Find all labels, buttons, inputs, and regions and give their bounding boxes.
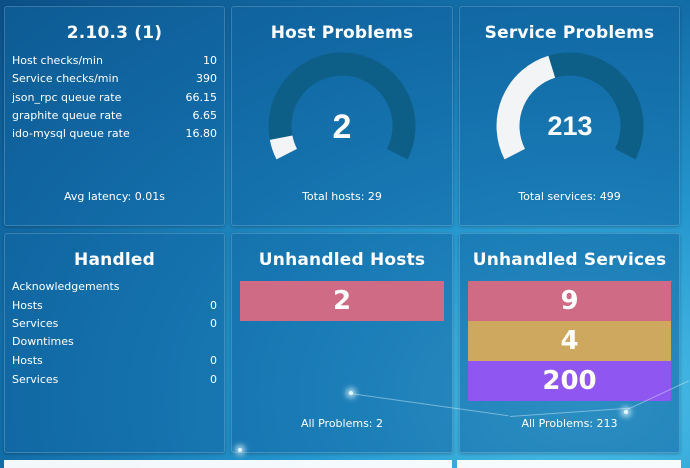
handled-tile: Handled Acknowledgements Hosts 0 Service… bbox=[4, 233, 225, 453]
stat-label: Service checks/min bbox=[12, 72, 119, 85]
unhandled-hosts-footer: All Problems: 2 bbox=[300, 417, 384, 430]
version-title: 2.10.3 (1) bbox=[66, 23, 163, 43]
handled-label: Hosts bbox=[12, 299, 43, 312]
handled-value: 0 bbox=[210, 317, 217, 330]
total-hosts: Total hosts: 29 bbox=[302, 190, 382, 203]
decor-glow bbox=[349, 391, 353, 395]
next-tile-edge bbox=[457, 460, 681, 468]
service-problems-tile[interactable]: Service Problems 213 Total services: 499 bbox=[459, 6, 680, 226]
stat-value: 6.65 bbox=[192, 109, 218, 122]
handled-title: Handled bbox=[74, 250, 155, 270]
decor-glow bbox=[624, 410, 628, 414]
unhandled-hosts-critical-bar[interactable]: 2 bbox=[240, 281, 444, 321]
unhandled-hosts-tile: Unhandled Hosts 2 All Problems: 2 bbox=[231, 233, 453, 453]
handled-row[interactable]: Hosts 0 bbox=[12, 354, 217, 372]
handled-label: Hosts bbox=[12, 354, 43, 367]
host-problems-title: Host Problems bbox=[270, 23, 414, 43]
stat-row: Host checks/min 10 bbox=[12, 54, 217, 72]
unhandled-services-critical-bar[interactable]: 9 bbox=[468, 281, 671, 321]
next-tile-edge bbox=[4, 460, 452, 468]
handled-label: Services bbox=[12, 373, 59, 386]
host-problems-value: 2 bbox=[333, 108, 352, 146]
handled-value: 0 bbox=[210, 373, 217, 386]
unhandled-hosts-title: Unhandled Hosts bbox=[258, 250, 426, 270]
stat-label: Host checks/min bbox=[12, 54, 103, 67]
handled-row: Acknowledgements bbox=[12, 280, 217, 298]
stat-label: ido-mysql queue rate bbox=[12, 127, 130, 140]
service-problems-title: Service Problems bbox=[484, 23, 655, 43]
handled-label: Services bbox=[12, 317, 59, 330]
handled-label: Downtimes bbox=[12, 335, 74, 348]
handled-row[interactable]: Services 0 bbox=[12, 317, 217, 335]
unhandled-services-unknown-bar[interactable]: 200 bbox=[468, 361, 671, 401]
version-tile: 2.10.3 (1) Host checks/min 10 Service ch… bbox=[4, 6, 225, 226]
handled-value: 0 bbox=[210, 354, 217, 367]
stat-row: ido-mysql queue rate 16.80 bbox=[12, 127, 217, 145]
stat-row: Service checks/min 390 bbox=[12, 72, 217, 90]
gauge-track bbox=[268, 52, 416, 160]
avg-latency: Avg latency: 0.01s bbox=[64, 190, 165, 203]
handled-value: 0 bbox=[210, 299, 217, 312]
stat-value: 390 bbox=[196, 72, 217, 85]
service-problems-value: 213 bbox=[547, 111, 592, 141]
host-problems-gauge: 2 bbox=[268, 52, 416, 160]
stat-label: graphite queue rate bbox=[12, 109, 123, 122]
unhandled-services-tile: Unhandled Services 9 4 200 All Problems:… bbox=[459, 233, 680, 453]
handled-row[interactable]: Services 0 bbox=[12, 373, 217, 391]
unhandled-services-footer: All Problems: 213 bbox=[521, 417, 618, 430]
host-problems-tile[interactable]: Host Problems 2 Total hosts: 29 bbox=[231, 6, 453, 226]
stat-label: json_rpc queue rate bbox=[12, 91, 122, 104]
gauge-fill bbox=[269, 135, 298, 160]
stat-row: graphite queue rate 6.65 bbox=[12, 109, 217, 127]
service-problems-gauge: 213 bbox=[496, 52, 644, 160]
decor-glow bbox=[238, 448, 242, 452]
unhandled-services-title: Unhandled Services bbox=[472, 250, 667, 270]
stat-value: 66.15 bbox=[185, 91, 218, 104]
handled-row: Downtimes bbox=[12, 335, 217, 353]
gauge-fill bbox=[496, 55, 556, 160]
stat-row: json_rpc queue rate 66.15 bbox=[12, 91, 217, 109]
stat-value: 16.80 bbox=[185, 127, 218, 140]
total-services: Total services: 499 bbox=[518, 190, 621, 203]
handled-label: Acknowledgements bbox=[12, 280, 120, 293]
handled-row[interactable]: Hosts 0 bbox=[12, 299, 217, 317]
stat-value: 10 bbox=[203, 54, 217, 67]
unhandled-services-warning-bar[interactable]: 4 bbox=[468, 321, 671, 361]
